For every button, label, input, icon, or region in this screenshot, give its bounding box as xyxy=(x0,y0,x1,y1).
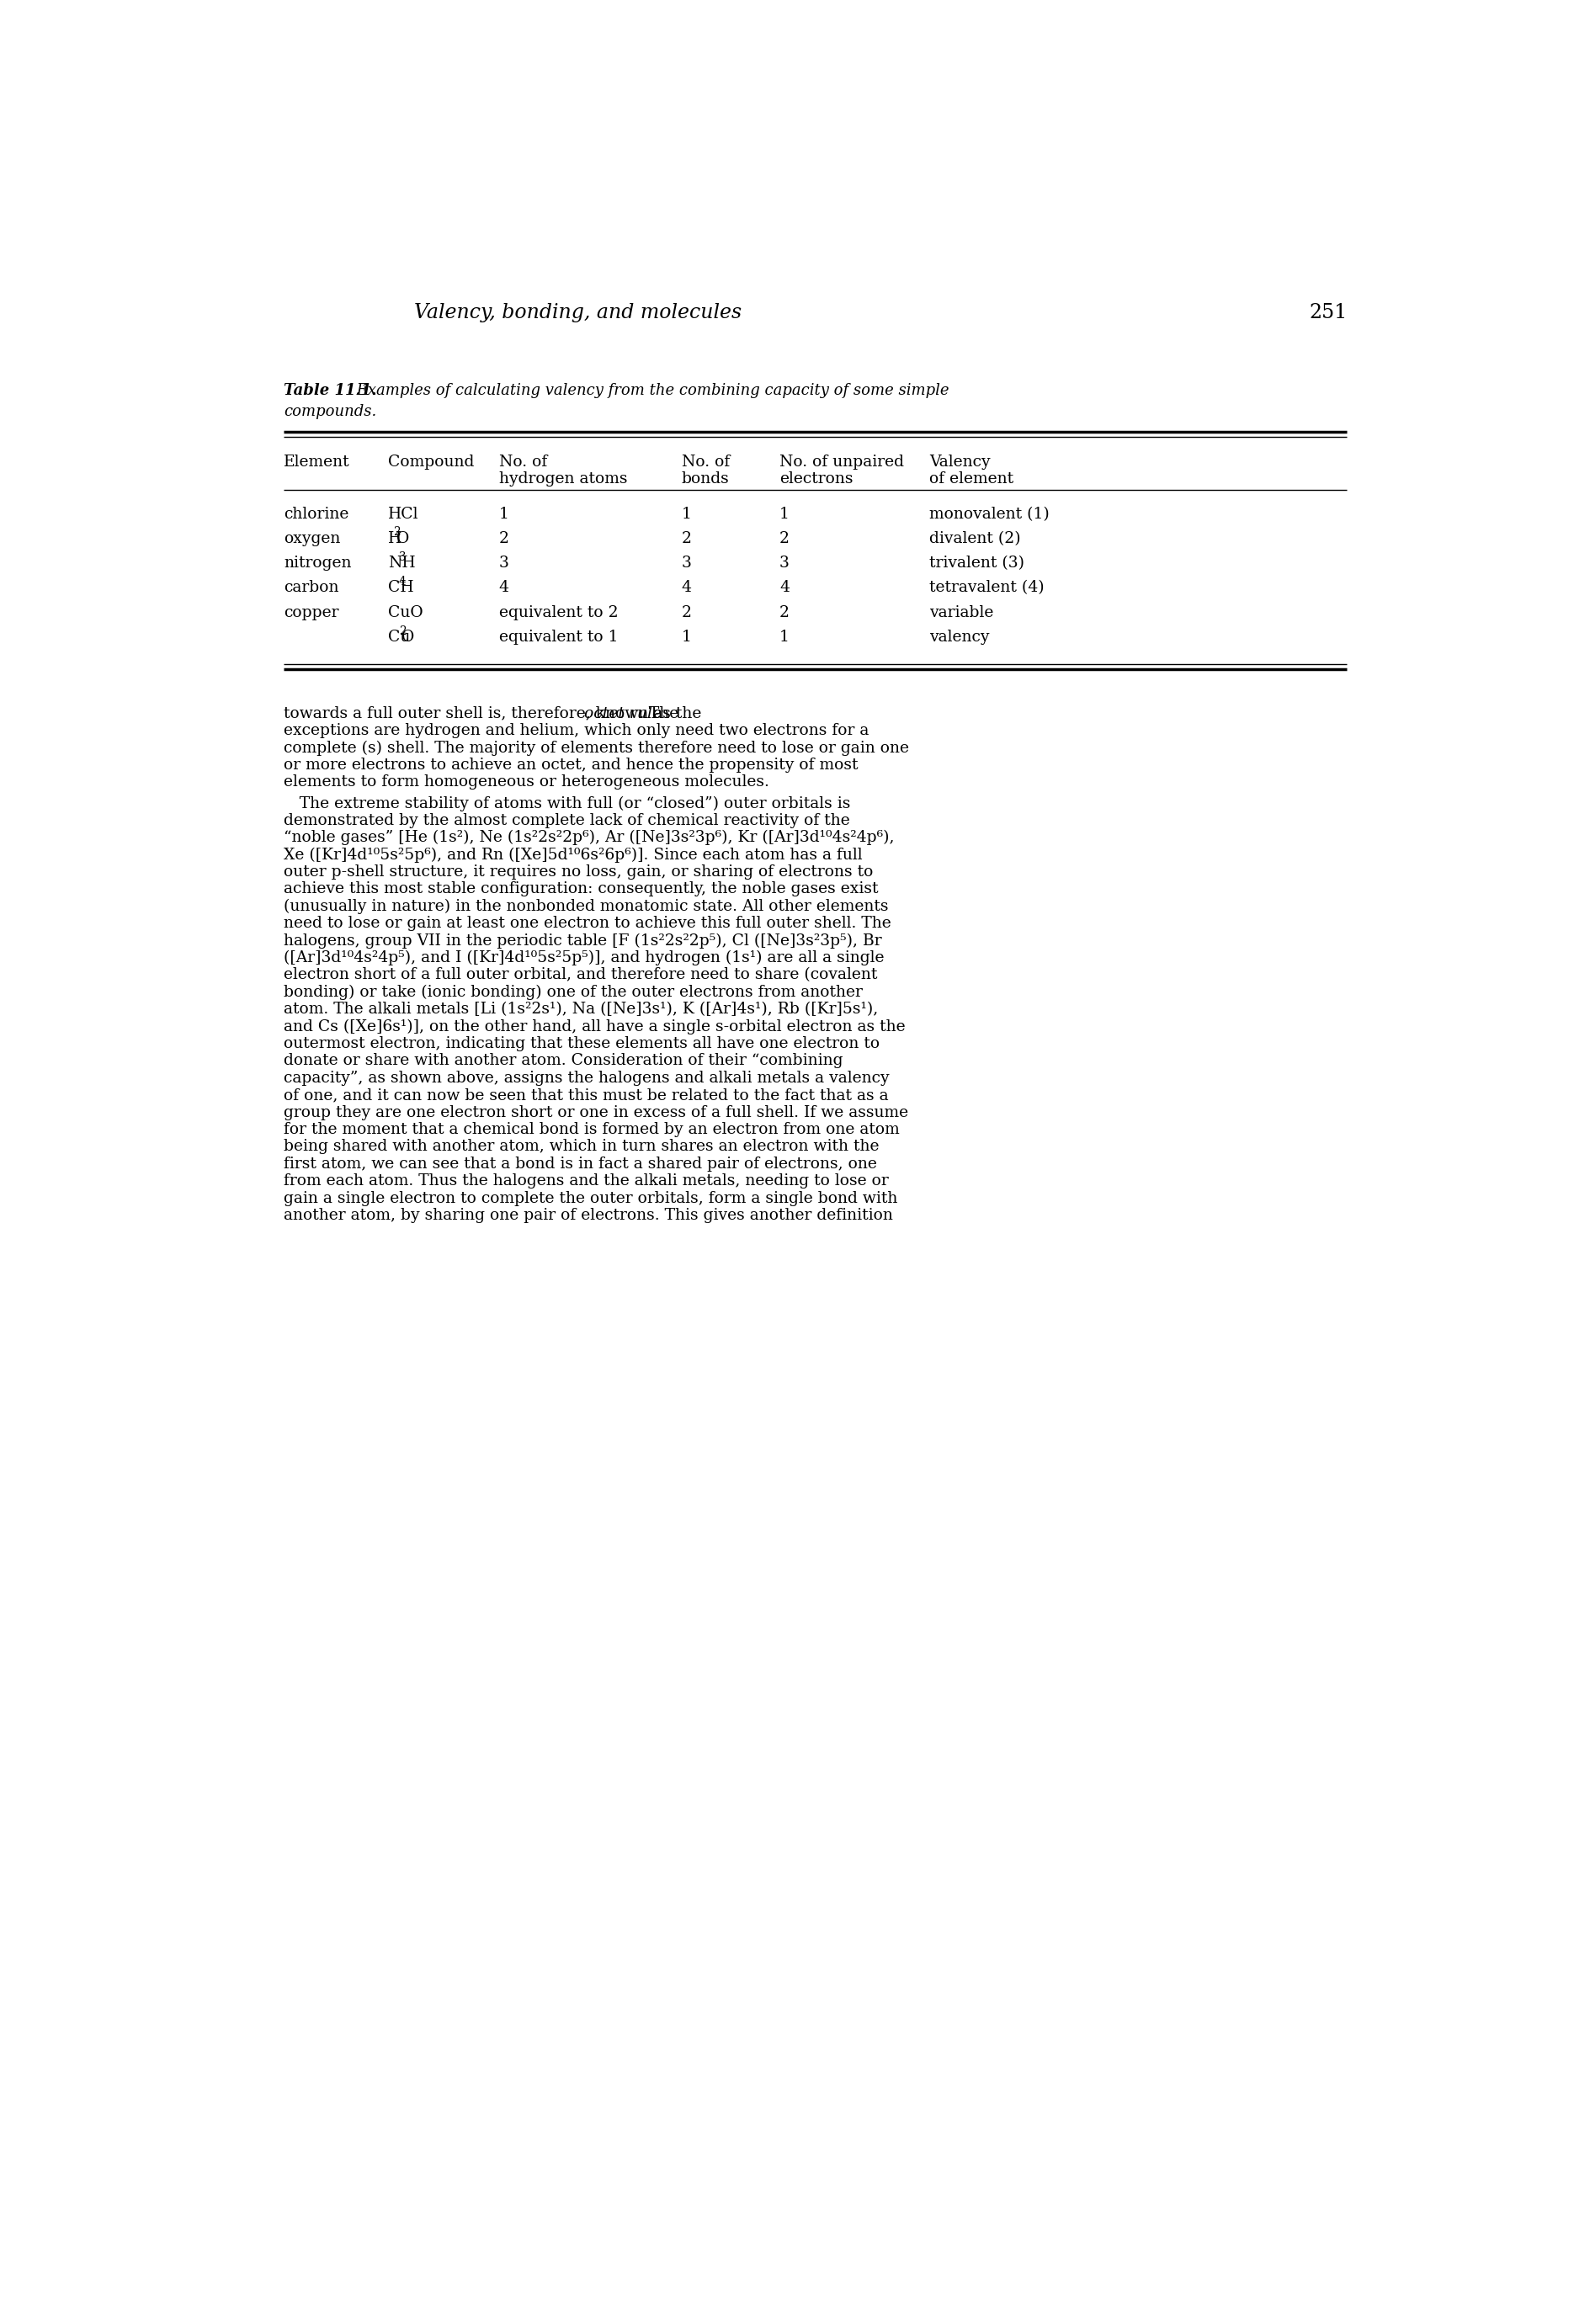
Text: Valency, bonding, and molecules: Valency, bonding, and molecules xyxy=(413,302,741,323)
Text: O: O xyxy=(396,530,409,546)
Text: 3: 3 xyxy=(499,555,509,572)
Text: and Cs ([Xe]6s¹)], on the other hand, all have a single s-orbital electron as th: and Cs ([Xe]6s¹)], on the other hand, al… xyxy=(283,1018,905,1034)
Text: Compound: Compound xyxy=(388,456,474,469)
Text: first atom, we can see that a bond is in fact a shared pair of electrons, one: first atom, we can see that a bond is in… xyxy=(283,1157,876,1171)
Text: hydrogen atoms: hydrogen atoms xyxy=(499,472,626,486)
Text: tetravalent (4): tetravalent (4) xyxy=(929,581,1045,595)
Text: 2: 2 xyxy=(499,530,509,546)
Text: complete (s) shell. The majority of elements therefore need to lose or gain one: complete (s) shell. The majority of elem… xyxy=(283,741,908,755)
Text: equivalent to 1: equivalent to 1 xyxy=(499,630,617,644)
Text: Element: Element xyxy=(283,456,350,469)
Text: elements to form homogeneous or heterogeneous molecules.: elements to form homogeneous or heteroge… xyxy=(283,774,770,790)
Text: donate or share with another atom. Consideration of their “combining: donate or share with another atom. Consi… xyxy=(283,1053,843,1069)
Text: 2: 2 xyxy=(681,604,692,621)
Text: achieve this most stable configuration: consequently, the noble gases exist: achieve this most stable configuration: … xyxy=(283,881,878,897)
Text: halogens, group VII in the periodic table [F (1s²2s²2p⁵), Cl ([Ne]3s²3p⁵), Br: halogens, group VII in the periodic tabl… xyxy=(283,934,881,948)
Text: 1: 1 xyxy=(499,507,509,521)
Text: gain a single electron to complete the outer orbitals, form a single bond with: gain a single electron to complete the o… xyxy=(283,1190,897,1206)
Text: demonstrated by the almost complete lack of chemical reactivity of the: demonstrated by the almost complete lack… xyxy=(283,813,849,827)
Text: copper: copper xyxy=(283,604,339,621)
Text: bonding) or take (ionic bonding) one of the outer electrons from another: bonding) or take (ionic bonding) one of … xyxy=(283,985,862,999)
Text: equivalent to 2: equivalent to 2 xyxy=(499,604,619,621)
Text: CH: CH xyxy=(388,581,413,595)
Text: need to lose or gain at least one electron to achieve this full outer shell. The: need to lose or gain at least one electr… xyxy=(283,916,890,932)
Text: from each atom. Thus the halogens and the alkali metals, needing to lose or: from each atom. Thus the halogens and th… xyxy=(283,1174,889,1190)
Text: No. of unpaired: No. of unpaired xyxy=(779,456,903,469)
Text: oxygen: oxygen xyxy=(283,530,340,546)
Text: 4: 4 xyxy=(681,581,692,595)
Text: compounds.: compounds. xyxy=(283,404,377,418)
Text: 2: 2 xyxy=(681,530,692,546)
Text: of element: of element xyxy=(929,472,1013,486)
Text: 1: 1 xyxy=(779,630,789,644)
Text: or more electrons to achieve an octet, and hence the propensity of most: or more electrons to achieve an octet, a… xyxy=(283,758,857,772)
Text: CuO: CuO xyxy=(388,604,423,621)
Text: 4: 4 xyxy=(499,581,509,595)
Text: towards a full outer shell is, therefore, known as the: towards a full outer shell is, therefore… xyxy=(283,706,706,720)
Text: electrons: electrons xyxy=(779,472,852,486)
Text: exceptions are hydrogen and helium, which only need two electrons for a: exceptions are hydrogen and helium, whic… xyxy=(283,723,868,739)
Text: 1: 1 xyxy=(779,507,789,521)
Text: electron short of a full outer orbital, and therefore need to share (covalent: electron short of a full outer orbital, … xyxy=(283,967,878,983)
Text: of one, and it can now be seen that this must be related to the fact that as a: of one, and it can now be seen that this… xyxy=(283,1088,889,1104)
Text: HCl: HCl xyxy=(388,507,418,521)
Text: (unusually in nature) in the nonbonded monatomic state. All other elements: (unusually in nature) in the nonbonded m… xyxy=(283,899,887,913)
Text: chlorine: chlorine xyxy=(283,507,348,521)
Text: “noble gases” [He (1s²), Ne (1s²2s²2p⁶), Ar ([Ne]3s²3p⁶), Kr ([Ar]3d¹⁰4s²4p⁶),: “noble gases” [He (1s²), Ne (1s²2s²2p⁶),… xyxy=(283,830,894,846)
Text: Cu: Cu xyxy=(388,630,410,644)
Text: atom. The alkali metals [Li (1s²2s¹), Na ([Ne]3s¹), K ([Ar]4s¹), Rb ([Kr]5s¹),: atom. The alkali metals [Li (1s²2s¹), Na… xyxy=(283,1002,878,1018)
Text: 2: 2 xyxy=(779,604,789,621)
Text: 2: 2 xyxy=(399,625,405,637)
Text: Examples of calculating valency from the combining capacity of some simple: Examples of calculating valency from the… xyxy=(351,383,949,397)
Text: valency: valency xyxy=(929,630,989,644)
Text: 4: 4 xyxy=(779,581,789,595)
Text: 2: 2 xyxy=(779,530,789,546)
Text: 1: 1 xyxy=(681,507,692,521)
Text: monovalent (1): monovalent (1) xyxy=(929,507,1049,521)
Text: H: H xyxy=(388,530,402,546)
Text: divalent (2): divalent (2) xyxy=(929,530,1021,546)
Text: outer p-shell structure, it requires no loss, gain, or sharing of electrons to: outer p-shell structure, it requires no … xyxy=(283,865,873,878)
Text: Valency: Valency xyxy=(929,456,991,469)
Text: 4: 4 xyxy=(399,576,405,588)
Text: group they are one electron short or one in excess of a full shell. If we assume: group they are one electron short or one… xyxy=(283,1104,908,1120)
Text: The extreme stability of atoms with full (or “closed”) outer orbitals is: The extreme stability of atoms with full… xyxy=(283,795,851,811)
Text: . The: . The xyxy=(638,706,677,720)
Text: O: O xyxy=(401,630,413,644)
Text: 3: 3 xyxy=(399,551,405,562)
Text: carbon: carbon xyxy=(283,581,339,595)
Text: nitrogen: nitrogen xyxy=(283,555,351,572)
Text: 3: 3 xyxy=(779,555,789,572)
Text: capacity”, as shown above, assigns the halogens and alkali metals a valency: capacity”, as shown above, assigns the h… xyxy=(283,1071,889,1085)
Text: No. of: No. of xyxy=(499,456,547,469)
Text: Xe ([Kr]4d¹⁰5s²5p⁶), and Rn ([Xe]5d¹⁰6s²6p⁶)]. Since each atom has a full: Xe ([Kr]4d¹⁰5s²5p⁶), and Rn ([Xe]5d¹⁰6s²… xyxy=(283,848,862,862)
Text: variable: variable xyxy=(929,604,994,621)
Text: for the moment that a chemical bond is formed by an electron from one atom: for the moment that a chemical bond is f… xyxy=(283,1122,898,1136)
Text: 2: 2 xyxy=(393,528,401,539)
Text: trivalent (3): trivalent (3) xyxy=(929,555,1024,572)
Text: outermost electron, indicating that these elements all have one electron to: outermost electron, indicating that thes… xyxy=(283,1037,879,1050)
Text: being shared with another atom, which in turn shares an electron with the: being shared with another atom, which in… xyxy=(283,1139,879,1155)
Text: Table 11.1.: Table 11.1. xyxy=(283,383,377,397)
Text: octet rule: octet rule xyxy=(584,706,661,720)
Text: ([Ar]3d¹⁰4s²4p⁵), and I ([Kr]4d¹⁰5s²5p⁵)], and hydrogen (1s¹) are all a single: ([Ar]3d¹⁰4s²4p⁵), and I ([Kr]4d¹⁰5s²5p⁵)… xyxy=(283,951,884,967)
Text: NH: NH xyxy=(388,555,415,572)
Text: 1: 1 xyxy=(681,630,692,644)
Text: bonds: bonds xyxy=(681,472,728,486)
Text: 3: 3 xyxy=(681,555,692,572)
Text: 251: 251 xyxy=(1309,302,1347,323)
Text: No. of: No. of xyxy=(681,456,730,469)
Text: another atom, by sharing one pair of electrons. This gives another definition: another atom, by sharing one pair of ele… xyxy=(283,1208,892,1222)
